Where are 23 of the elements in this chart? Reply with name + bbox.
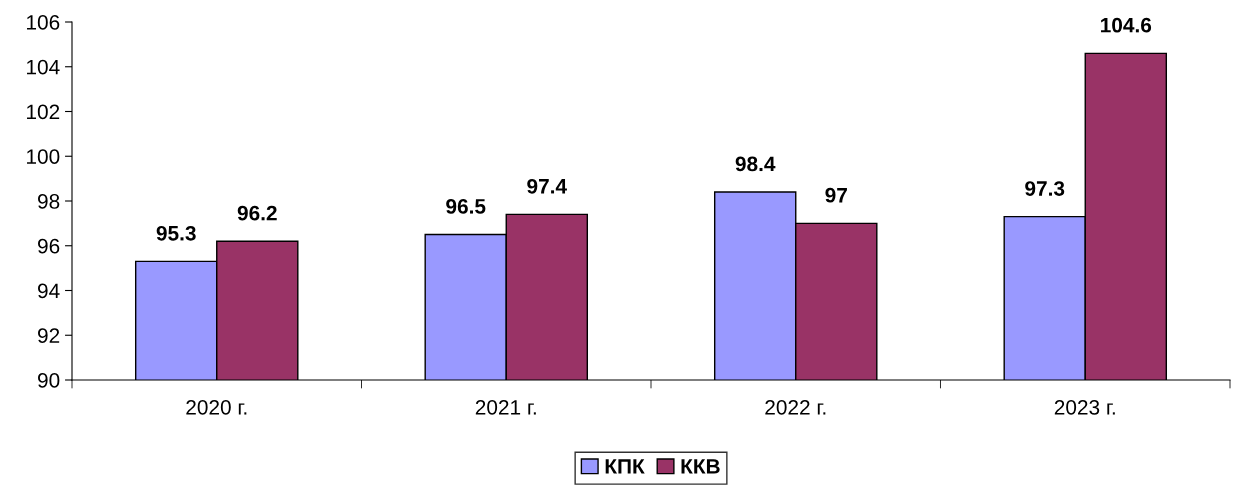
data-label: 96.2 [237, 205, 277, 221]
data-label: 97 [825, 187, 847, 203]
y-tick-label: 104 [27, 59, 60, 75]
y-tick-label: 106 [27, 15, 60, 30]
data-label: 98.4 [735, 156, 776, 172]
data-label: 97.3 [1025, 181, 1065, 196]
y-tick-label: 96 [38, 238, 60, 254]
y-tick-label: 90 [38, 373, 60, 388]
data-label: 95.3 [156, 225, 196, 241]
data-label: 97.4 [527, 178, 567, 194]
y-tick-label: 100 [27, 149, 60, 164]
x-tick-label: 2023 г. [1054, 399, 1115, 415]
x-tick-label: 2022 г. [765, 399, 826, 415]
legend-label: КПК [605, 459, 645, 474]
x-tick-label: 2021 г. [475, 399, 536, 415]
y-tick-label: 92 [38, 328, 60, 343]
y-tick-label: 94 [38, 283, 60, 299]
y-tick-label: 98 [38, 194, 60, 209]
legend-label: ККВ [681, 459, 720, 474]
data-label: 96.5 [446, 199, 486, 214]
x-tick-label: 2020 г. [186, 399, 247, 415]
y-tick-label: 102 [27, 104, 60, 120]
data-label: 104.6 [1101, 17, 1152, 33]
